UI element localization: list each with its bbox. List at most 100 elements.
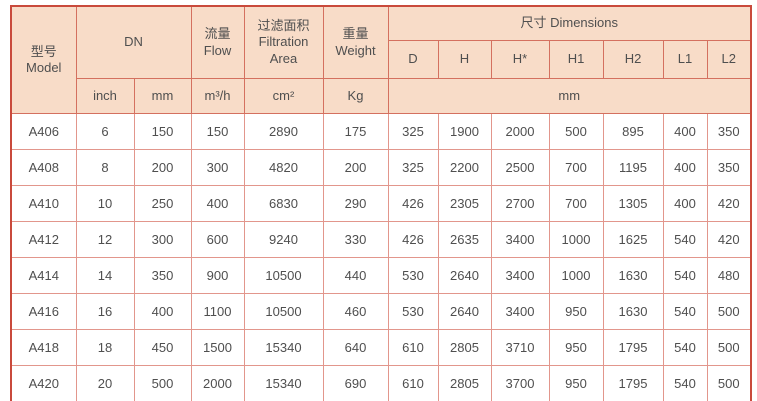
model-cell: A416 [10, 293, 77, 330]
table-row: A412 12 300 600 9240 330 426 2635 3400 1000 1625 54… [10, 221, 752, 258]
table-body: A406 6 150 150 2890 175 325 1900 2000 500 895 400 35… [10, 113, 752, 401]
header-dim-h2: H2 [602, 40, 664, 79]
value-cell: 500 [548, 113, 604, 150]
value-cell: 400 [662, 185, 708, 222]
model-cell: A418 [10, 329, 77, 366]
value-cell: 400 [190, 185, 245, 222]
value-cell: 325 [387, 113, 439, 150]
value-cell: 1305 [602, 185, 664, 222]
value-cell: 530 [387, 257, 439, 294]
header-weight: 重量 Weight [322, 5, 389, 79]
value-cell: 950 [548, 293, 604, 330]
value-cell: 300 [133, 221, 192, 258]
value-cell: 480 [706, 257, 752, 294]
value-cell: 610 [387, 365, 439, 401]
unit-filtration: cm² [243, 78, 324, 114]
value-cell: 350 [133, 257, 192, 294]
value-cell: 1000 [548, 257, 604, 294]
table-row: A410 10 250 400 6830 290 426 2305 2700 700 1305 400… [10, 185, 752, 222]
header-dim-hstar: H* [490, 40, 550, 79]
model-cell: A414 [10, 257, 77, 294]
unit-inch: inch [75, 78, 135, 114]
value-cell: 250 [133, 185, 192, 222]
value-cell: 150 [190, 113, 245, 150]
model-cell: A406 [10, 113, 77, 150]
header-dim-d: D [387, 40, 439, 79]
value-cell: 1795 [602, 329, 664, 366]
header-filtration-area: 过滤面积 Filtration Area [243, 5, 324, 79]
value-cell: 16 [75, 293, 135, 330]
value-cell: 200 [133, 149, 192, 186]
value-cell: 6 [75, 113, 135, 150]
table-row: A414 14 350 900 10500 440 530 2640 3400 1000 1630 5… [10, 257, 752, 294]
value-cell: 1195 [602, 149, 664, 186]
value-cell: 15340 [243, 365, 324, 401]
value-cell: 450 [133, 329, 192, 366]
model-cell: A412 [10, 221, 77, 258]
value-cell: 426 [387, 221, 439, 258]
value-cell: 3400 [490, 221, 550, 258]
value-cell: 3710 [490, 329, 550, 366]
value-cell: 2200 [437, 149, 492, 186]
value-cell: 500 [133, 365, 192, 401]
value-cell: 3700 [490, 365, 550, 401]
header-dim-l2: L2 [706, 40, 752, 79]
unit-flow: m³/h [190, 78, 245, 114]
model-cell: A420 [10, 365, 77, 401]
value-cell: 700 [548, 185, 604, 222]
model-cell: A410 [10, 185, 77, 222]
value-cell: 420 [706, 185, 752, 222]
value-cell: 640 [322, 329, 389, 366]
value-cell: 2805 [437, 365, 492, 401]
value-cell: 540 [662, 365, 708, 401]
value-cell: 4820 [243, 149, 324, 186]
value-cell: 9240 [243, 221, 324, 258]
value-cell: 610 [387, 329, 439, 366]
value-cell: 10500 [243, 293, 324, 330]
value-cell: 2500 [490, 149, 550, 186]
unit-mm: mm [133, 78, 192, 114]
value-cell: 540 [662, 329, 708, 366]
header-model: 型号 Model [10, 5, 77, 114]
value-cell: 3400 [490, 293, 550, 330]
value-cell: 540 [662, 257, 708, 294]
header-dim-l1: L1 [662, 40, 708, 79]
header-dn: DN [75, 5, 192, 79]
value-cell: 2640 [437, 293, 492, 330]
specification-table: 型号 Model DN 流量 Flow 过滤面积 Filtration Area… [10, 5, 752, 401]
value-cell: 200 [322, 149, 389, 186]
value-cell: 540 [662, 293, 708, 330]
value-cell: 12 [75, 221, 135, 258]
value-cell: 2635 [437, 221, 492, 258]
value-cell: 10500 [243, 257, 324, 294]
value-cell: 460 [322, 293, 389, 330]
value-cell: 400 [662, 149, 708, 186]
table-row: A416 16 400 1100 10500 460 530 2640 3400 950 1630 5… [10, 293, 752, 330]
table-header: 型号 Model DN 流量 Flow 过滤面积 Filtration Area… [10, 5, 752, 114]
value-cell: 500 [706, 329, 752, 366]
value-cell: 700 [548, 149, 604, 186]
value-cell: 2000 [190, 365, 245, 401]
value-cell: 1100 [190, 293, 245, 330]
value-cell: 440 [322, 257, 389, 294]
value-cell: 950 [548, 329, 604, 366]
value-cell: 1500 [190, 329, 245, 366]
value-cell: 540 [662, 221, 708, 258]
value-cell: 290 [322, 185, 389, 222]
value-cell: 400 [133, 293, 192, 330]
value-cell: 2640 [437, 257, 492, 294]
value-cell: 2000 [490, 113, 550, 150]
value-cell: 530 [387, 293, 439, 330]
table-row: A418 18 450 1500 15340 640 610 2805 3710 950 1795 5… [10, 329, 752, 366]
value-cell: 600 [190, 221, 245, 258]
value-cell: 1900 [437, 113, 492, 150]
value-cell: 2890 [243, 113, 324, 150]
value-cell: 500 [706, 293, 752, 330]
value-cell: 950 [548, 365, 604, 401]
header-dimensions: 尺寸 Dimensions [387, 5, 752, 41]
value-cell: 15340 [243, 329, 324, 366]
value-cell: 20 [75, 365, 135, 401]
value-cell: 300 [190, 149, 245, 186]
value-cell: 14 [75, 257, 135, 294]
value-cell: 10 [75, 185, 135, 222]
